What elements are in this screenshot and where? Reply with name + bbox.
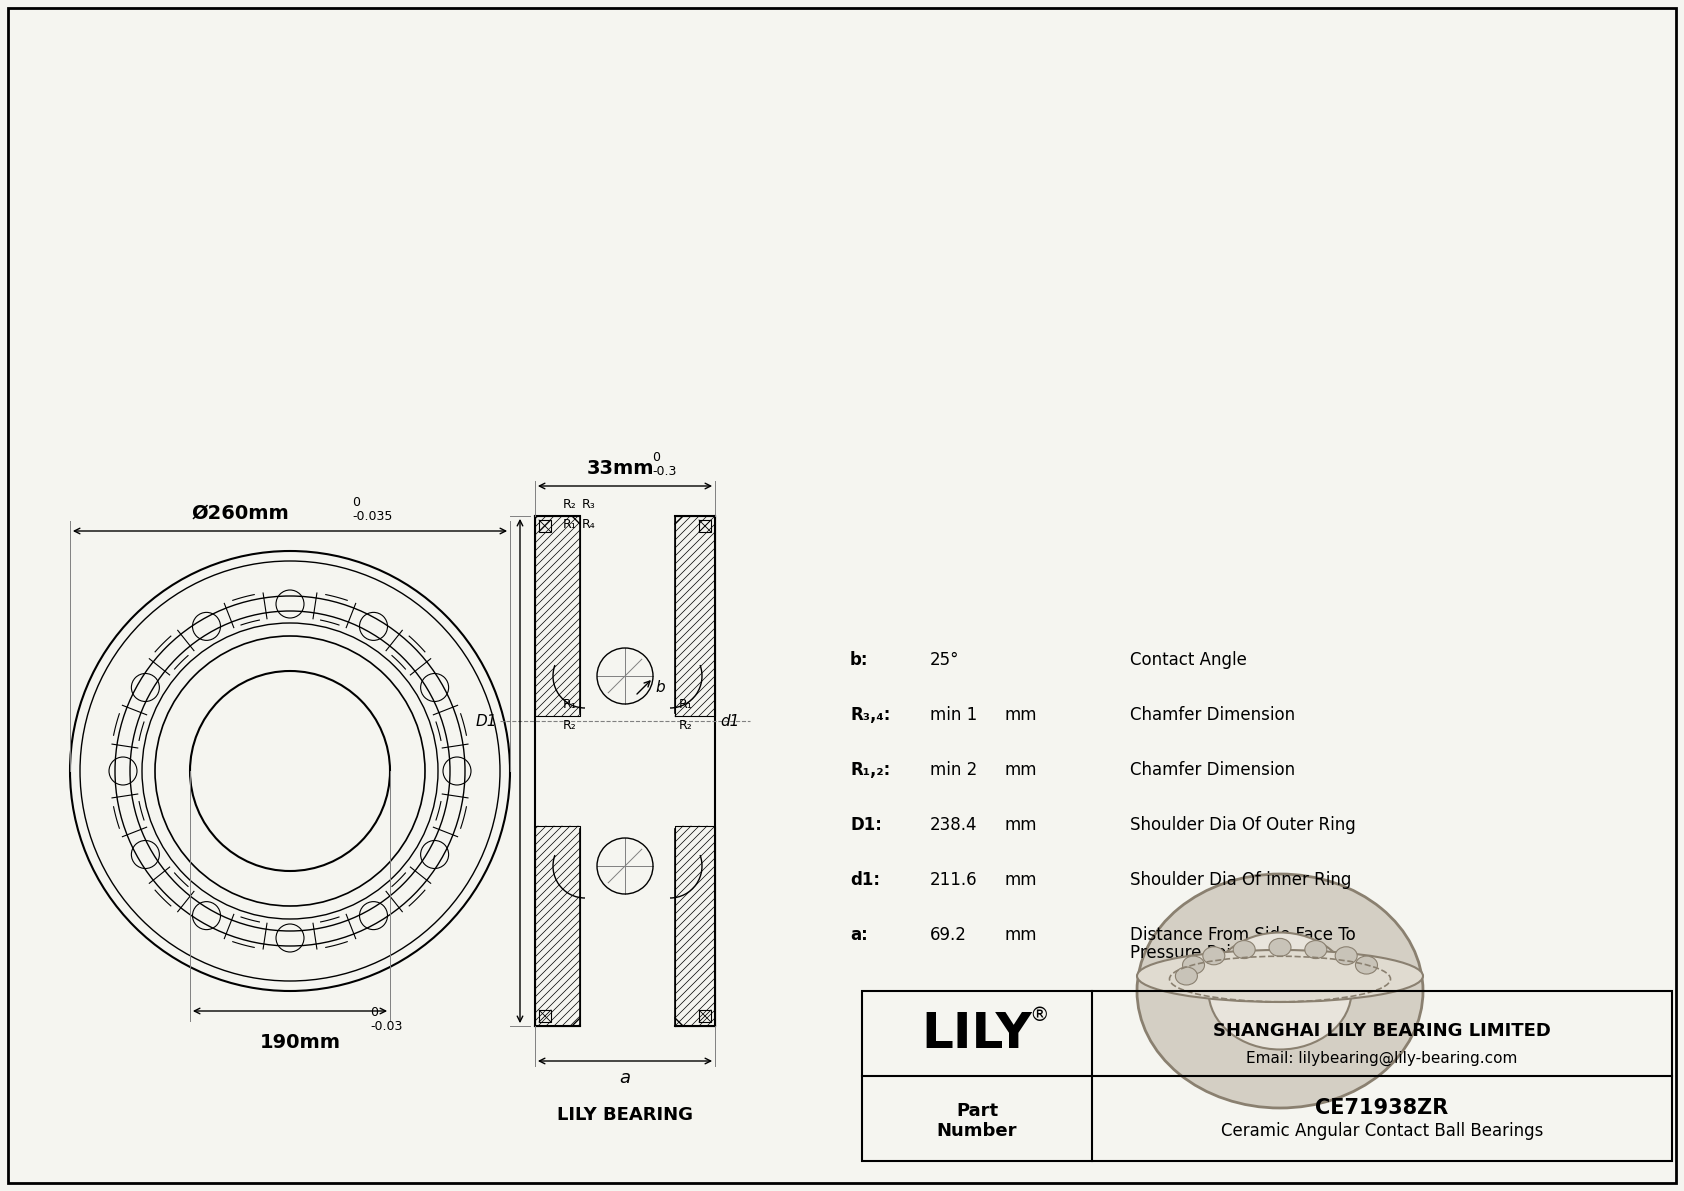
Text: mm: mm [1005, 706, 1037, 724]
Text: mm: mm [1005, 816, 1037, 834]
Text: Number: Number [936, 1122, 1017, 1140]
Text: Part: Part [957, 1102, 999, 1120]
Text: 33mm: 33mm [586, 459, 653, 478]
Text: 211.6: 211.6 [930, 871, 978, 888]
Text: Email: lilybearing@lily-bearing.com: Email: lilybearing@lily-bearing.com [1246, 1050, 1517, 1066]
Text: b:: b: [850, 651, 869, 669]
Text: R₁: R₁ [679, 698, 692, 711]
Bar [862, 991, 1672, 1161]
Text: a: a [620, 1070, 630, 1087]
Text: mm: mm [1005, 761, 1037, 779]
Text: Ceramic Angular Contact Ball Bearings: Ceramic Angular Contact Ball Bearings [1221, 1122, 1543, 1140]
Text: d1: d1 [721, 713, 739, 729]
Text: R₂: R₂ [679, 719, 692, 732]
Ellipse shape [1233, 941, 1255, 959]
Text: -0.03: -0.03 [370, 1019, 402, 1033]
Text: min 2: min 2 [930, 761, 977, 779]
Ellipse shape [1270, 939, 1292, 956]
Bar [539, 1010, 551, 1022]
Text: Chamfer Dimension: Chamfer Dimension [1130, 706, 1295, 724]
Text: R₂: R₂ [562, 719, 576, 732]
Text: D1:: D1: [850, 816, 882, 834]
Text: 25°: 25° [930, 651, 960, 669]
Ellipse shape [1182, 956, 1204, 974]
Text: SHANGHAI LILY BEARING LIMITED: SHANGHAI LILY BEARING LIMITED [1212, 1022, 1551, 1040]
Text: R₃,₄:: R₃,₄: [850, 706, 891, 724]
Text: LILY: LILY [921, 1010, 1032, 1058]
Bar [699, 520, 711, 532]
Ellipse shape [1209, 933, 1352, 1049]
Text: b: b [655, 680, 665, 696]
Bar [699, 1010, 711, 1022]
Text: Chamfer Dimension: Chamfer Dimension [1130, 761, 1295, 779]
Text: ®: ® [1029, 1006, 1049, 1025]
Text: 238.4: 238.4 [930, 816, 977, 834]
Text: CE71938ZR: CE71938ZR [1315, 1098, 1448, 1118]
Text: mm: mm [1005, 871, 1037, 888]
Text: Shoulder Dia Of inner Ring: Shoulder Dia Of inner Ring [1130, 871, 1351, 888]
Ellipse shape [1356, 956, 1378, 974]
Text: 69.2: 69.2 [930, 925, 967, 944]
Text: Pressure Point: Pressure Point [1130, 944, 1248, 962]
Text: Contact Angle: Contact Angle [1130, 651, 1246, 669]
Text: 0: 0 [352, 495, 360, 509]
Ellipse shape [1175, 967, 1197, 985]
Text: Shoulder Dia Of Outer Ring: Shoulder Dia Of Outer Ring [1130, 816, 1356, 834]
Ellipse shape [1202, 947, 1224, 965]
Text: 190mm: 190mm [259, 1033, 340, 1052]
Text: min 1: min 1 [930, 706, 977, 724]
Text: R₁,₂:: R₁,₂: [850, 761, 891, 779]
Ellipse shape [1137, 950, 1423, 1002]
Text: R₃: R₃ [583, 498, 596, 511]
Text: R₁: R₁ [562, 518, 576, 531]
Ellipse shape [1137, 874, 1423, 1108]
Text: 0: 0 [370, 1006, 377, 1019]
Text: LILY BEARING: LILY BEARING [557, 1106, 694, 1124]
Text: R₄: R₄ [583, 518, 596, 531]
Text: -0.3: -0.3 [652, 464, 677, 478]
Text: D1: D1 [475, 713, 497, 729]
Text: d1:: d1: [850, 871, 881, 888]
Ellipse shape [1305, 941, 1327, 959]
Text: a:: a: [850, 925, 867, 944]
Text: R₁: R₁ [562, 698, 576, 711]
Ellipse shape [1335, 947, 1357, 965]
Text: mm: mm [1005, 925, 1037, 944]
Text: R₂: R₂ [562, 498, 576, 511]
Text: Distance From Side Face To: Distance From Side Face To [1130, 925, 1356, 944]
Text: Ø260mm: Ø260mm [190, 504, 290, 523]
Text: -0.035: -0.035 [352, 510, 392, 523]
Bar [539, 520, 551, 532]
Text: 0: 0 [652, 451, 660, 464]
